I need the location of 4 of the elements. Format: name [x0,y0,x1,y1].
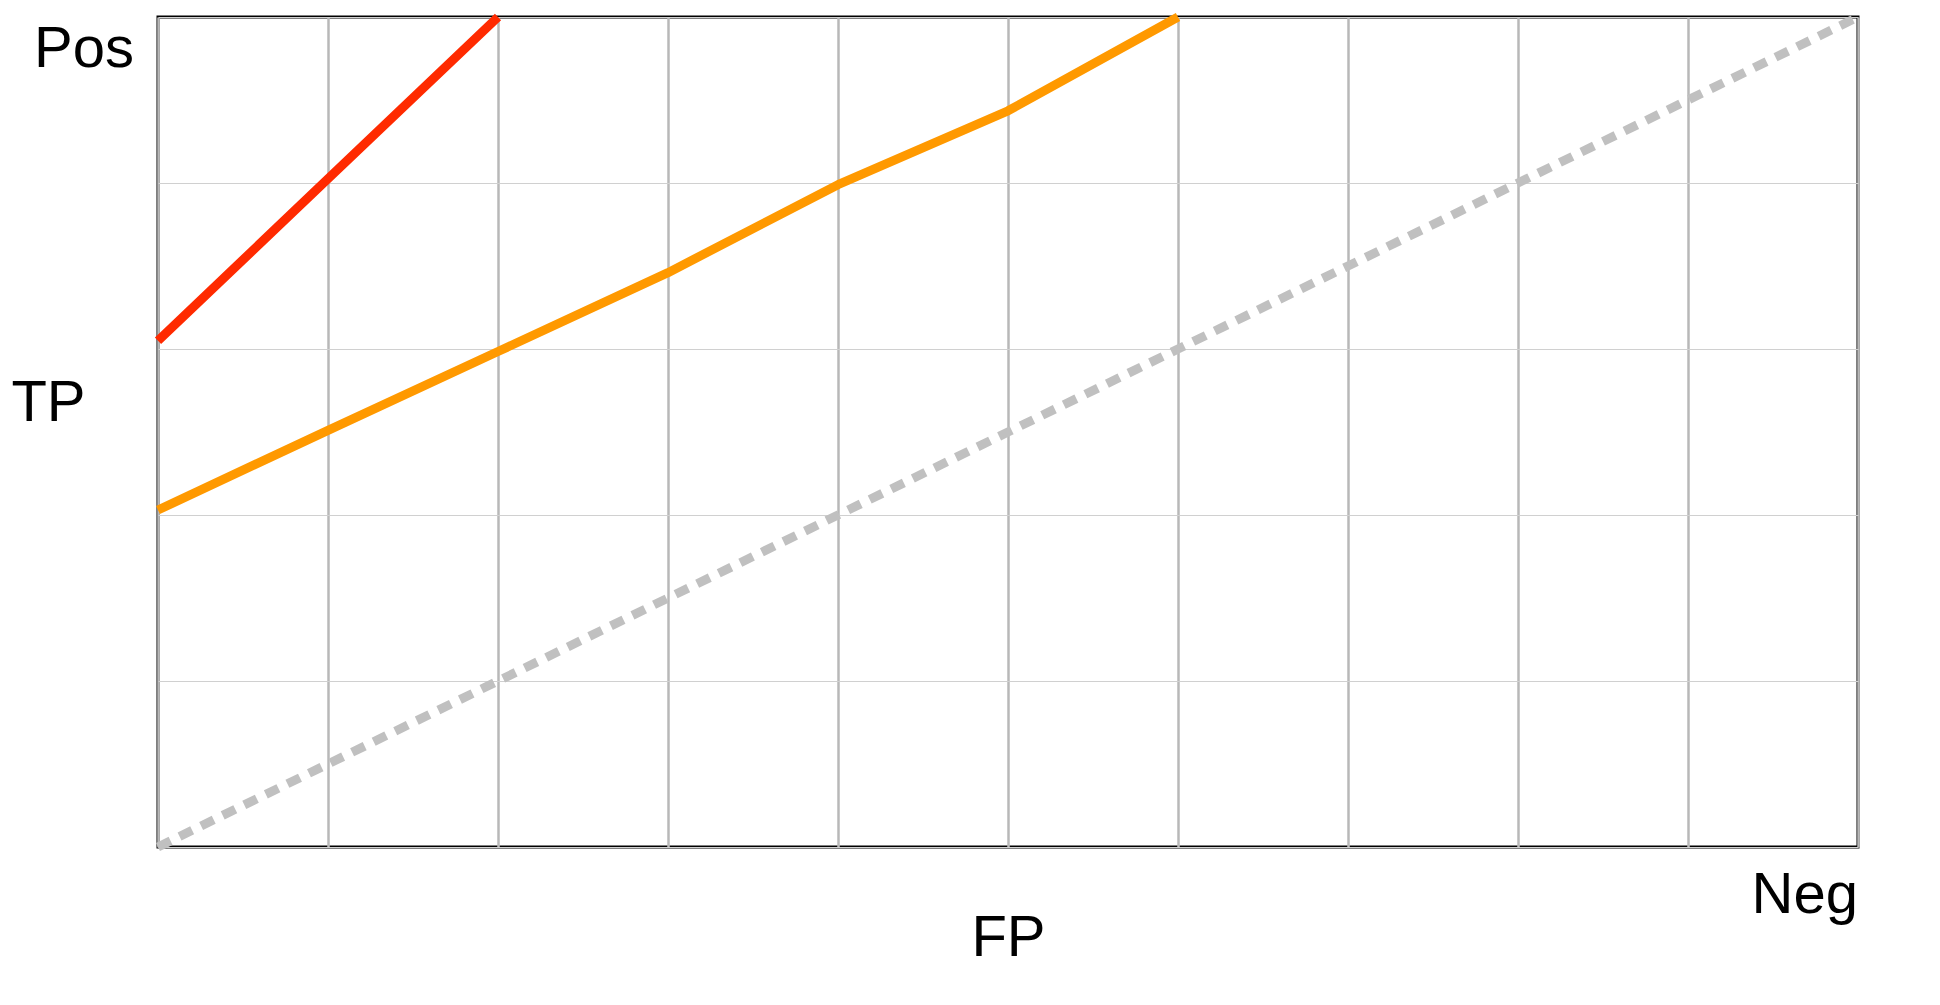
y-axis-title: TP [11,367,86,433]
text: Pos [34,14,134,79]
x-axis-title: FP [971,902,1046,968]
text: Neg [1751,860,1858,925]
